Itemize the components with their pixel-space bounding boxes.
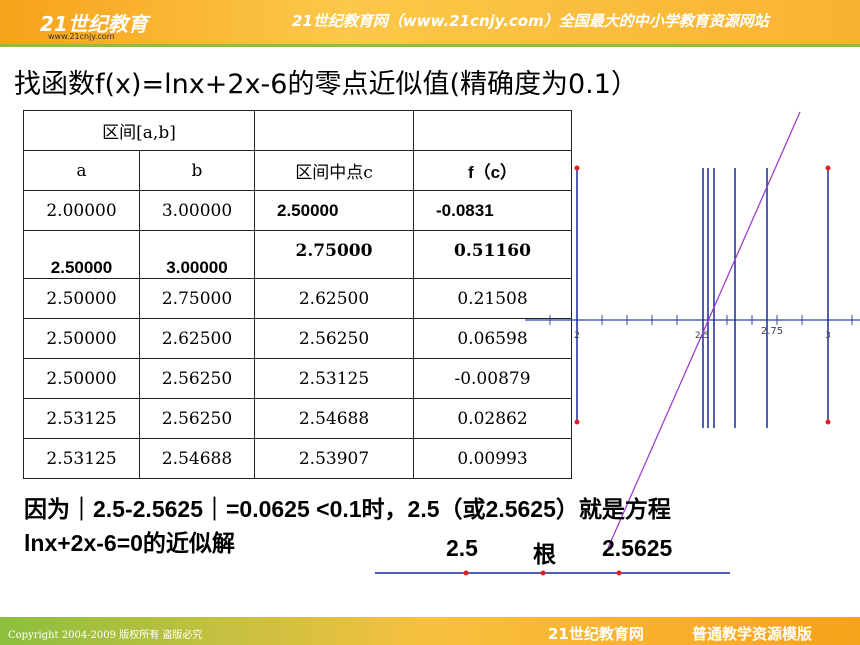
- header-cell: 区间中点c: [254, 150, 414, 191]
- cell: 2.50000: [23, 358, 140, 399]
- footer-template: 普通教学资源模版: [692, 625, 813, 643]
- logo-url: www.21cnjy.com: [48, 32, 115, 41]
- cell: 3.00000: [139, 190, 255, 231]
- header-cell: b: [139, 150, 255, 191]
- table-row: 2.53125 2.54688 2.53907 0.00993: [23, 438, 572, 479]
- cell: 3.00000: [139, 230, 255, 279]
- cell: 0.06598: [413, 318, 572, 359]
- axis-label: 2.75: [761, 326, 783, 337]
- number-line-label: 2.5: [446, 535, 478, 561]
- axis-label: 2.5: [695, 331, 709, 341]
- cell: 2.50000: [23, 278, 140, 319]
- cell: 2.56250: [139, 358, 255, 399]
- empty-cell: [413, 110, 572, 151]
- table-row: 2.53125 2.56250 2.54688 0.02862: [23, 398, 572, 439]
- number-line-label: 根: [533, 541, 556, 567]
- cell: 0.51160: [413, 230, 572, 279]
- table-row: 区间[a,b]: [23, 110, 572, 151]
- conclusion: lnx+2x-6=0的近似解: [24, 530, 235, 556]
- conclusion: 因为｜2.5-2.5625｜=0.0625 <0.1时，2.5（或2.5625）…: [24, 496, 671, 522]
- cell: 2.53125: [254, 358, 414, 399]
- axis-label: 2: [574, 331, 580, 341]
- cell: 2.53907: [254, 438, 414, 479]
- cell: 2.50000: [23, 318, 140, 359]
- header-cell: a: [23, 150, 140, 191]
- cell: 2.75000: [139, 278, 255, 319]
- table-row: a b 区间中点c f（c）: [23, 150, 572, 191]
- header-site: 21世纪教育网（www.21cnjy.com）全国最大的中小学教育资源网站: [292, 12, 769, 30]
- bisection-table: 区间[a,b] a b 区间中点c f（c） 2.00000 3.00000 2.50000-…: [23, 110, 572, 479]
- number-line-label: 2.5625: [602, 535, 673, 561]
- header-line: [0, 44, 860, 47]
- cell: 2.53125: [23, 438, 140, 479]
- table-row: 2.50000 2.75000 2.62500 0.21508: [23, 278, 572, 319]
- axis-label: 3: [825, 331, 831, 341]
- header-bar: [0, 0, 860, 44]
- cell: 2.50000: [23, 230, 140, 279]
- title: 找函数f(x)=lnx+2x-6的零点近似值(精确度为0.1）: [14, 69, 638, 100]
- cell: 0.00993: [413, 438, 572, 479]
- table-row: 2.50000 2.62500 2.56250 0.06598: [23, 318, 572, 359]
- cell: 2.56250: [254, 318, 414, 359]
- logo: 21世纪教育: [40, 12, 148, 36]
- cell: 2.62500: [139, 318, 255, 359]
- cell: 2.00000: [23, 190, 140, 231]
- header-cell: 区间[a,b]: [23, 110, 255, 151]
- footer-bar: [0, 617, 860, 645]
- cell: -0.0831: [413, 190, 572, 231]
- table-row: 2.50000 2.56250 2.53125 -0.00879: [23, 358, 572, 399]
- footer-copyright: Copyright 2004-2009 版权所有 盗版必究: [8, 630, 203, 641]
- header-cell: f（c）: [413, 150, 572, 191]
- cell: 0.21508: [413, 278, 572, 319]
- footer-site: 21世纪教育网: [548, 625, 644, 643]
- cell: 2.54688: [139, 438, 255, 479]
